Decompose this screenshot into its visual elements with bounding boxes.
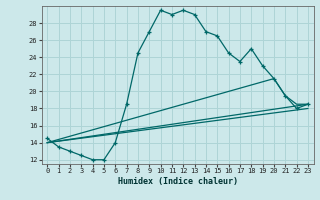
X-axis label: Humidex (Indice chaleur): Humidex (Indice chaleur) (118, 177, 237, 186)
